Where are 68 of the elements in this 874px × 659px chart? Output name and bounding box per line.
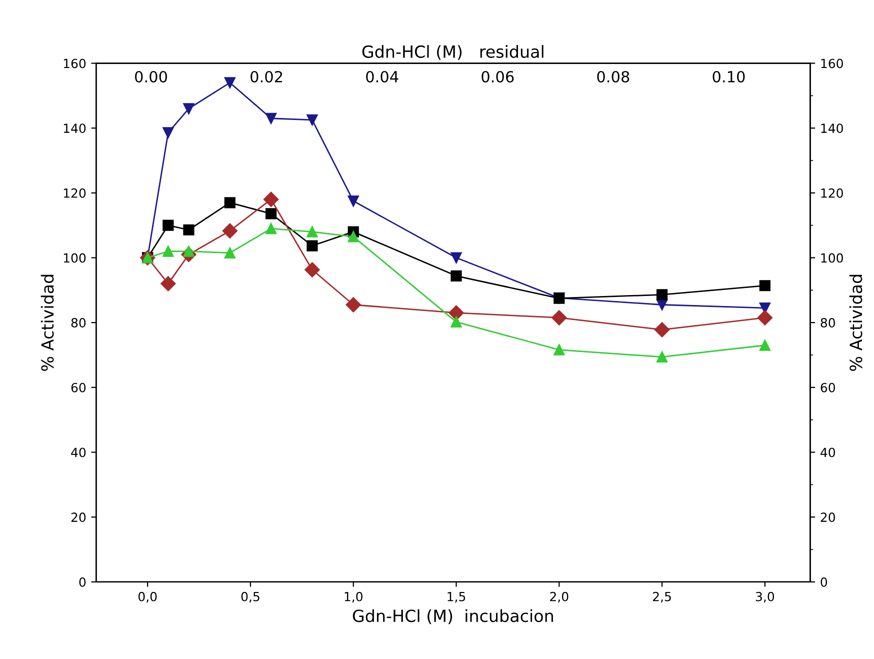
point xyxy=(654,322,670,338)
point xyxy=(450,252,462,264)
point xyxy=(450,316,462,328)
x-tick-label: 0,0 xyxy=(138,592,157,603)
point xyxy=(265,223,277,234)
x-tick-label: 2,0 xyxy=(550,592,568,603)
point xyxy=(450,270,462,282)
x-tick-label: 3,0 xyxy=(756,592,774,603)
x2-tick-label: 0.02 xyxy=(250,70,282,83)
point xyxy=(306,226,318,238)
point xyxy=(346,297,361,312)
point xyxy=(265,208,277,220)
point xyxy=(304,262,320,278)
point xyxy=(224,197,236,208)
y-tick-label: 160 xyxy=(64,58,86,68)
y-tick-label: 100 xyxy=(64,253,86,263)
y2-tick-label: 160 xyxy=(821,58,843,68)
point xyxy=(552,310,567,326)
point xyxy=(306,114,318,126)
y2-tick-label: 60 xyxy=(820,382,835,392)
y2-tick-label: 140 xyxy=(821,124,843,134)
point xyxy=(224,77,236,88)
y-tick-label: 80 xyxy=(71,318,86,328)
point xyxy=(448,305,464,320)
x-axis-title: Gdn-HCl (M) incubacion xyxy=(352,609,553,624)
y-tick-label: 140 xyxy=(64,124,86,134)
y-axis-title: % Actividad xyxy=(40,274,54,371)
y2-tick-label: 120 xyxy=(821,188,843,198)
point xyxy=(222,223,238,238)
x-tick-label: 0,5 xyxy=(241,592,260,603)
point xyxy=(759,340,770,351)
point xyxy=(162,127,174,138)
x2-tick-label: 0.08 xyxy=(597,70,630,83)
x2-tick-label: 0.10 xyxy=(712,70,745,83)
point xyxy=(306,240,318,252)
y2-tick-label: 80 xyxy=(820,318,835,328)
y2-tick-label: 40 xyxy=(820,448,835,458)
y-tick-label: 120 xyxy=(64,188,86,198)
point xyxy=(348,231,359,242)
x2-tick-label: 0.00 xyxy=(135,70,168,83)
y2-tick-label: 100 xyxy=(821,253,843,263)
point xyxy=(757,310,772,326)
point xyxy=(162,220,174,231)
point xyxy=(183,224,194,236)
point xyxy=(265,112,277,124)
point xyxy=(263,192,279,207)
y-tick-label: 60 xyxy=(71,382,86,392)
x-tick-label: 1,0 xyxy=(344,592,362,603)
y-tick-label: 40 xyxy=(71,448,86,458)
point xyxy=(656,351,668,362)
y2-axis-title: % Actividad xyxy=(849,274,862,371)
x2-tick-label: 0.06 xyxy=(482,70,514,83)
x2-axis-title: Gdn-HCl (M) residual xyxy=(362,45,544,60)
x-tick-label: 1,5 xyxy=(448,592,466,603)
y-tick-label: 0 xyxy=(79,577,86,587)
point xyxy=(160,276,176,292)
y2-tick-label: 0 xyxy=(820,577,828,587)
y-tick-label: 20 xyxy=(71,512,86,522)
point xyxy=(348,195,359,207)
y2-tick-label: 20 xyxy=(820,512,835,522)
point xyxy=(759,280,770,292)
point xyxy=(656,289,668,300)
point xyxy=(162,246,174,257)
point xyxy=(554,344,565,356)
x-tick-label: 2,5 xyxy=(653,592,671,603)
point xyxy=(183,103,194,114)
x2-tick-label: 0.04 xyxy=(366,70,398,83)
point xyxy=(224,247,236,258)
